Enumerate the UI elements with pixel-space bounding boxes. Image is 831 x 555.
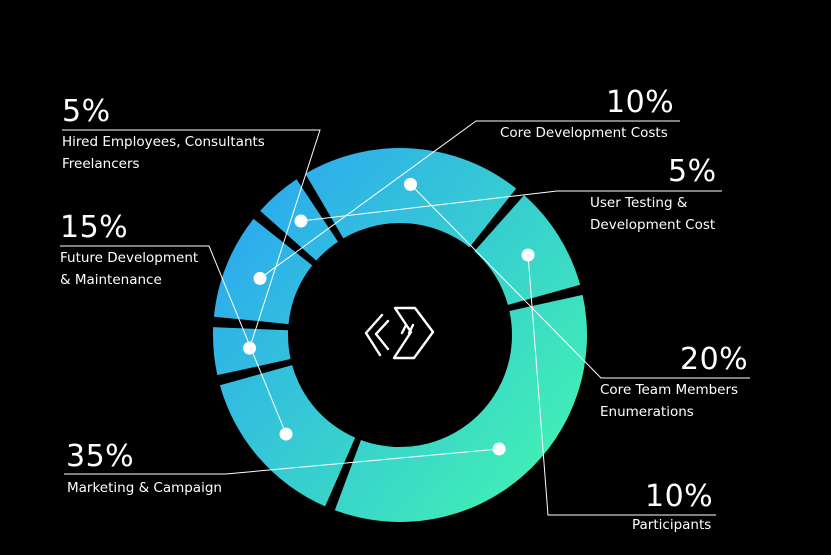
slice-marker-dot	[294, 214, 308, 228]
slice-category-line: Core Team Members	[600, 382, 739, 398]
slice-category-line: Core Development Costs	[500, 125, 668, 141]
slice-category-label: Participants	[632, 514, 711, 536]
slice-marker-dot	[492, 442, 506, 456]
slice-category-line: Participants	[632, 517, 712, 533]
slice-category-line: Marketing & Campaign	[67, 480, 222, 496]
slice-marker-dot	[404, 177, 418, 191]
slice-category-line: Development Cost	[590, 217, 716, 233]
slice-category-line: Hired Employees, Consultants	[62, 134, 265, 150]
slice-category-label: Future Development & Maintenance	[60, 247, 198, 291]
leader-line	[527, 254, 716, 516]
leader-line	[62, 129, 321, 349]
leader-line	[64, 448, 500, 475]
slice-category-line: & Maintenance	[60, 272, 162, 288]
slice-category-label: Core Development Costs	[500, 122, 668, 144]
slice-percent-label: 5%	[62, 94, 111, 129]
slice-marker-dot	[243, 341, 257, 355]
slice-percent-label: 5%	[668, 154, 717, 189]
slice-category-line: Freelancers	[62, 156, 140, 172]
slice-percent-label: 35%	[66, 439, 135, 474]
slice-category-label: User Testing & Development Cost	[590, 192, 715, 236]
slice-category-line: Enumerations	[600, 404, 694, 420]
slice-percent-label: 20%	[680, 342, 749, 377]
leader-line	[259, 120, 680, 279]
leader-line	[60, 245, 287, 435]
slice-percent-label: 10%	[645, 479, 714, 514]
slice-marker-dot	[521, 248, 535, 262]
slice-percent-label: 10%	[606, 85, 675, 120]
slice-category-line: Future Development	[60, 250, 199, 266]
slice-category-label: Core Team Members Enumerations	[600, 379, 738, 423]
chevron-logo-icon	[364, 306, 435, 360]
slice-category-line: User Testing &	[590, 195, 688, 211]
slice-category-label: Hired Employees, Consultants Freelancers	[62, 131, 265, 175]
slice-marker-dot	[253, 271, 267, 285]
donut-slice	[213, 218, 313, 325]
donut-slice	[305, 148, 517, 248]
donut-slice	[334, 294, 587, 522]
leader-line	[410, 184, 750, 379]
slice-percent-label: 15%	[60, 210, 129, 245]
leader-line	[300, 190, 722, 222]
slice-marker-dot	[279, 427, 293, 441]
slice-category-label: Marketing & Campaign	[67, 477, 222, 499]
